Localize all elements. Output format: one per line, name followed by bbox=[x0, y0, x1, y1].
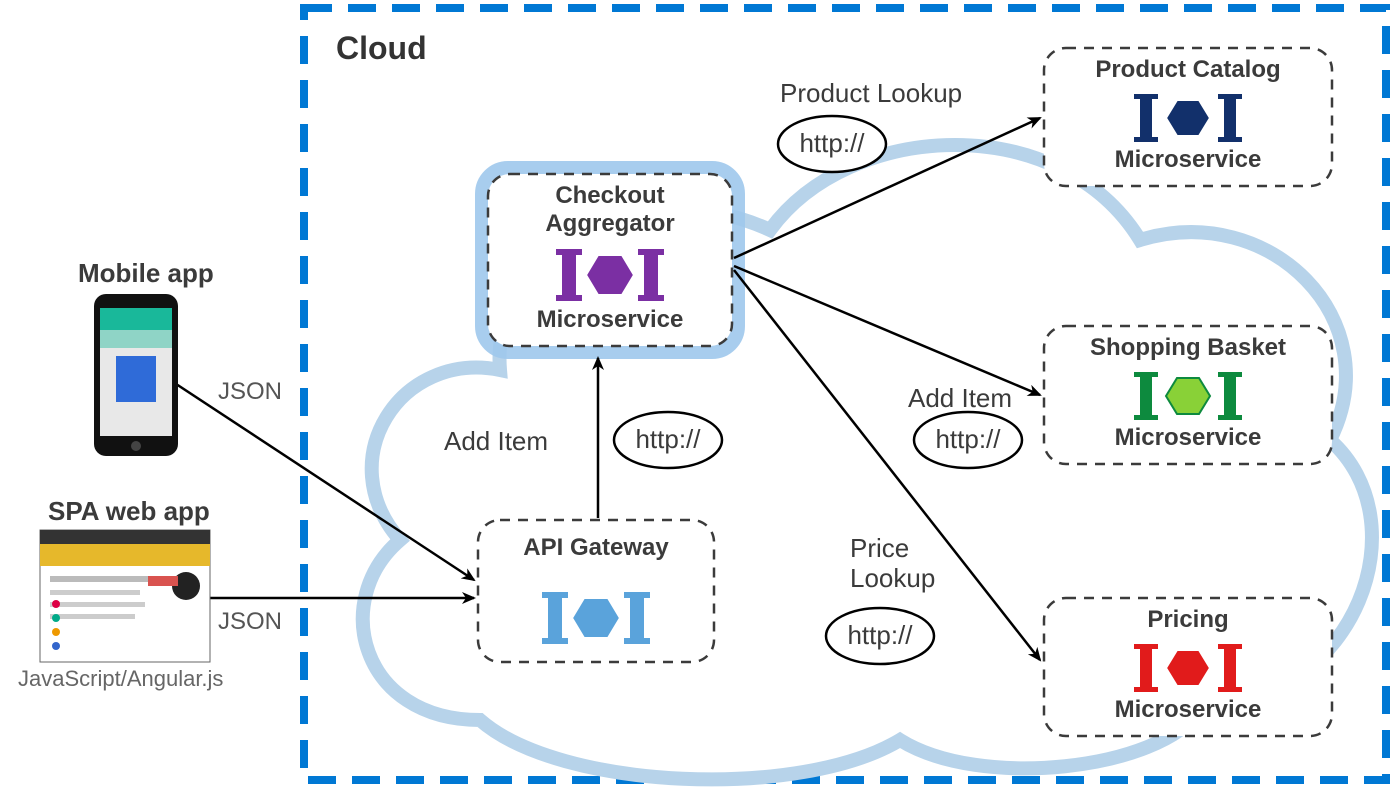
http-text-basket: http:// bbox=[914, 424, 1022, 455]
cloud-label: Cloud bbox=[336, 30, 427, 67]
http-text-pricing: http:// bbox=[826, 620, 934, 651]
pricing-title: Pricing bbox=[1044, 606, 1332, 634]
aggregator-subtitle: Microservice bbox=[488, 306, 732, 334]
spa-title: SPA web app bbox=[48, 496, 210, 527]
json-label-mobile: JSON bbox=[218, 378, 282, 406]
catalog-subtitle: Microservice bbox=[1044, 146, 1332, 174]
edge-mobile-gateway bbox=[170, 380, 474, 580]
product-lookup-label: Product Lookup bbox=[780, 78, 962, 109]
basket-icon bbox=[1134, 372, 1242, 420]
http-text-gateway: http:// bbox=[614, 424, 722, 455]
gateway-icon bbox=[542, 592, 650, 644]
basket-subtitle: Microservice bbox=[1044, 424, 1332, 452]
gateway-title: API Gateway bbox=[478, 534, 714, 562]
pricing-icon bbox=[1134, 644, 1242, 692]
http-text-catalog: http:// bbox=[778, 128, 886, 159]
add-item-gateway-label: Add Item bbox=[444, 426, 548, 457]
pricing-subtitle: Microservice bbox=[1044, 696, 1332, 724]
aggregator-title: Checkout Aggregator bbox=[488, 182, 732, 237]
basket-title: Shopping Basket bbox=[1044, 334, 1332, 362]
catalog-title: Product Catalog bbox=[1044, 56, 1332, 84]
add-item-basket-label: Add Item bbox=[908, 383, 1012, 414]
catalog-icon bbox=[1134, 94, 1242, 142]
aggregator-icon bbox=[556, 249, 664, 301]
spa-subtitle: JavaScript/Angular.js bbox=[18, 666, 223, 692]
json-label-spa: JSON bbox=[218, 608, 282, 636]
mobile-phone-icon bbox=[94, 294, 178, 456]
mobile-title: Mobile app bbox=[78, 258, 214, 289]
spa-browser-icon bbox=[40, 530, 210, 662]
price-lookup-label: Price Lookup bbox=[850, 534, 935, 594]
